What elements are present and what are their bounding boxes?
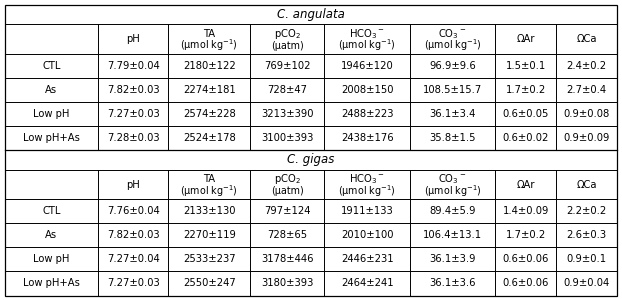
Text: 0.6±0.06: 0.6±0.06 [503, 254, 549, 264]
Text: 2446±231: 2446±231 [341, 254, 393, 264]
Text: (μatm): (μatm) [271, 40, 304, 51]
Text: CTL: CTL [42, 61, 60, 71]
Text: 7.82±0.03: 7.82±0.03 [107, 85, 159, 95]
Text: (μmol kg$^{-1}$): (μmol kg$^{-1}$) [180, 183, 238, 199]
Text: 1.4±0.09: 1.4±0.09 [503, 206, 549, 216]
Text: 2488±223: 2488±223 [341, 109, 393, 119]
Text: 89.4±5.9: 89.4±5.9 [429, 206, 476, 216]
Text: 106.4±13.1: 106.4±13.1 [423, 230, 482, 240]
Text: 2008±150: 2008±150 [341, 85, 393, 95]
Text: 2550±247: 2550±247 [183, 278, 236, 289]
Text: 1.5±0.1: 1.5±0.1 [506, 61, 545, 71]
Text: 1911±133: 1911±133 [341, 206, 394, 216]
Text: As: As [45, 85, 57, 95]
Text: (μmol kg$^{-1}$): (μmol kg$^{-1}$) [180, 38, 238, 53]
Text: TA: TA [203, 174, 215, 184]
Text: 2533±237: 2533±237 [183, 254, 236, 264]
Text: 2.7±0.4: 2.7±0.4 [567, 85, 606, 95]
Text: 797±124: 797±124 [264, 206, 310, 216]
Text: HCO$_3$$^-$: HCO$_3$$^-$ [349, 27, 385, 41]
Text: 35.8±1.5: 35.8±1.5 [429, 133, 476, 143]
Text: 0.9±0.04: 0.9±0.04 [564, 278, 610, 289]
Text: C. gigas: C. gigas [287, 154, 335, 166]
Text: 728±65: 728±65 [267, 230, 307, 240]
Text: 0.9±0.1: 0.9±0.1 [567, 254, 606, 264]
Text: (μmol kg$^{-1}$): (μmol kg$^{-1}$) [424, 183, 481, 199]
Text: 7.76±0.04: 7.76±0.04 [107, 206, 159, 216]
Text: 7.82±0.03: 7.82±0.03 [107, 230, 159, 240]
Text: (μatm): (μatm) [271, 186, 304, 196]
Text: (μmol kg$^{-1}$): (μmol kg$^{-1}$) [338, 38, 396, 53]
Text: 7.79±0.04: 7.79±0.04 [107, 61, 159, 71]
Text: CTL: CTL [42, 206, 60, 216]
Text: C. angulata: C. angulata [277, 8, 345, 21]
Text: 3100±393: 3100±393 [261, 133, 313, 143]
Text: 2438±176: 2438±176 [341, 133, 393, 143]
Text: 1946±120: 1946±120 [341, 61, 394, 71]
Text: Low pH+As: Low pH+As [23, 278, 80, 289]
Text: 96.9±9.6: 96.9±9.6 [429, 61, 476, 71]
Text: Low pH: Low pH [33, 109, 70, 119]
Text: ΩAr: ΩAr [516, 180, 535, 190]
Text: 2.2±0.2: 2.2±0.2 [567, 206, 606, 216]
Text: 36.1±3.4: 36.1±3.4 [429, 109, 476, 119]
Text: CO$_3$$^-$: CO$_3$$^-$ [439, 27, 466, 41]
Text: 2270±119: 2270±119 [183, 230, 236, 240]
Text: 2180±122: 2180±122 [183, 61, 236, 71]
Text: 36.1±3.9: 36.1±3.9 [429, 254, 476, 264]
Text: 0.6±0.02: 0.6±0.02 [503, 133, 549, 143]
Text: 2574±228: 2574±228 [183, 109, 236, 119]
Text: pH: pH [126, 34, 140, 44]
Text: (μmol kg$^{-1}$): (μmol kg$^{-1}$) [424, 38, 481, 53]
Text: 7.28±0.03: 7.28±0.03 [107, 133, 159, 143]
Text: 0.9±0.09: 0.9±0.09 [564, 133, 610, 143]
Text: 0.9±0.08: 0.9±0.08 [564, 109, 610, 119]
Text: pCO$_2$: pCO$_2$ [274, 27, 300, 41]
Text: Low pH+As: Low pH+As [23, 133, 80, 143]
Text: 3213±390: 3213±390 [261, 109, 313, 119]
Text: 36.1±3.6: 36.1±3.6 [429, 278, 476, 289]
Text: 769±102: 769±102 [264, 61, 310, 71]
Text: 0.6±0.06: 0.6±0.06 [503, 278, 549, 289]
Text: 3178±446: 3178±446 [261, 254, 313, 264]
Text: 2274±181: 2274±181 [183, 85, 236, 95]
Text: 7.27±0.03: 7.27±0.03 [107, 278, 159, 289]
Text: 7.27±0.03: 7.27±0.03 [107, 109, 159, 119]
Text: 2010±100: 2010±100 [341, 230, 393, 240]
Text: pCO$_2$: pCO$_2$ [274, 172, 300, 186]
Text: Low pH: Low pH [33, 254, 70, 264]
Text: 2133±130: 2133±130 [183, 206, 236, 216]
Text: (μmol kg$^{-1}$): (μmol kg$^{-1}$) [338, 183, 396, 199]
Text: TA: TA [203, 29, 215, 39]
Text: 2.6±0.3: 2.6±0.3 [567, 230, 606, 240]
Text: 2524±178: 2524±178 [183, 133, 236, 143]
Text: 2464±241: 2464±241 [341, 278, 393, 289]
Text: 108.5±15.7: 108.5±15.7 [423, 85, 482, 95]
Text: HCO$_3$$^-$: HCO$_3$$^-$ [349, 172, 385, 186]
Text: 7.27±0.04: 7.27±0.04 [107, 254, 159, 264]
Text: CO$_3$$^-$: CO$_3$$^-$ [439, 172, 466, 186]
Text: As: As [45, 230, 57, 240]
Text: 1.7±0.2: 1.7±0.2 [506, 85, 545, 95]
Text: 2.4±0.2: 2.4±0.2 [567, 61, 606, 71]
Text: ΩCa: ΩCa [577, 34, 597, 44]
Text: ΩCa: ΩCa [577, 180, 597, 190]
Text: pH: pH [126, 180, 140, 190]
Text: 1.7±0.2: 1.7±0.2 [506, 230, 545, 240]
Text: 728±47: 728±47 [267, 85, 307, 95]
Text: ΩAr: ΩAr [516, 34, 535, 44]
Text: 0.6±0.05: 0.6±0.05 [503, 109, 549, 119]
Text: 3180±393: 3180±393 [261, 278, 313, 289]
